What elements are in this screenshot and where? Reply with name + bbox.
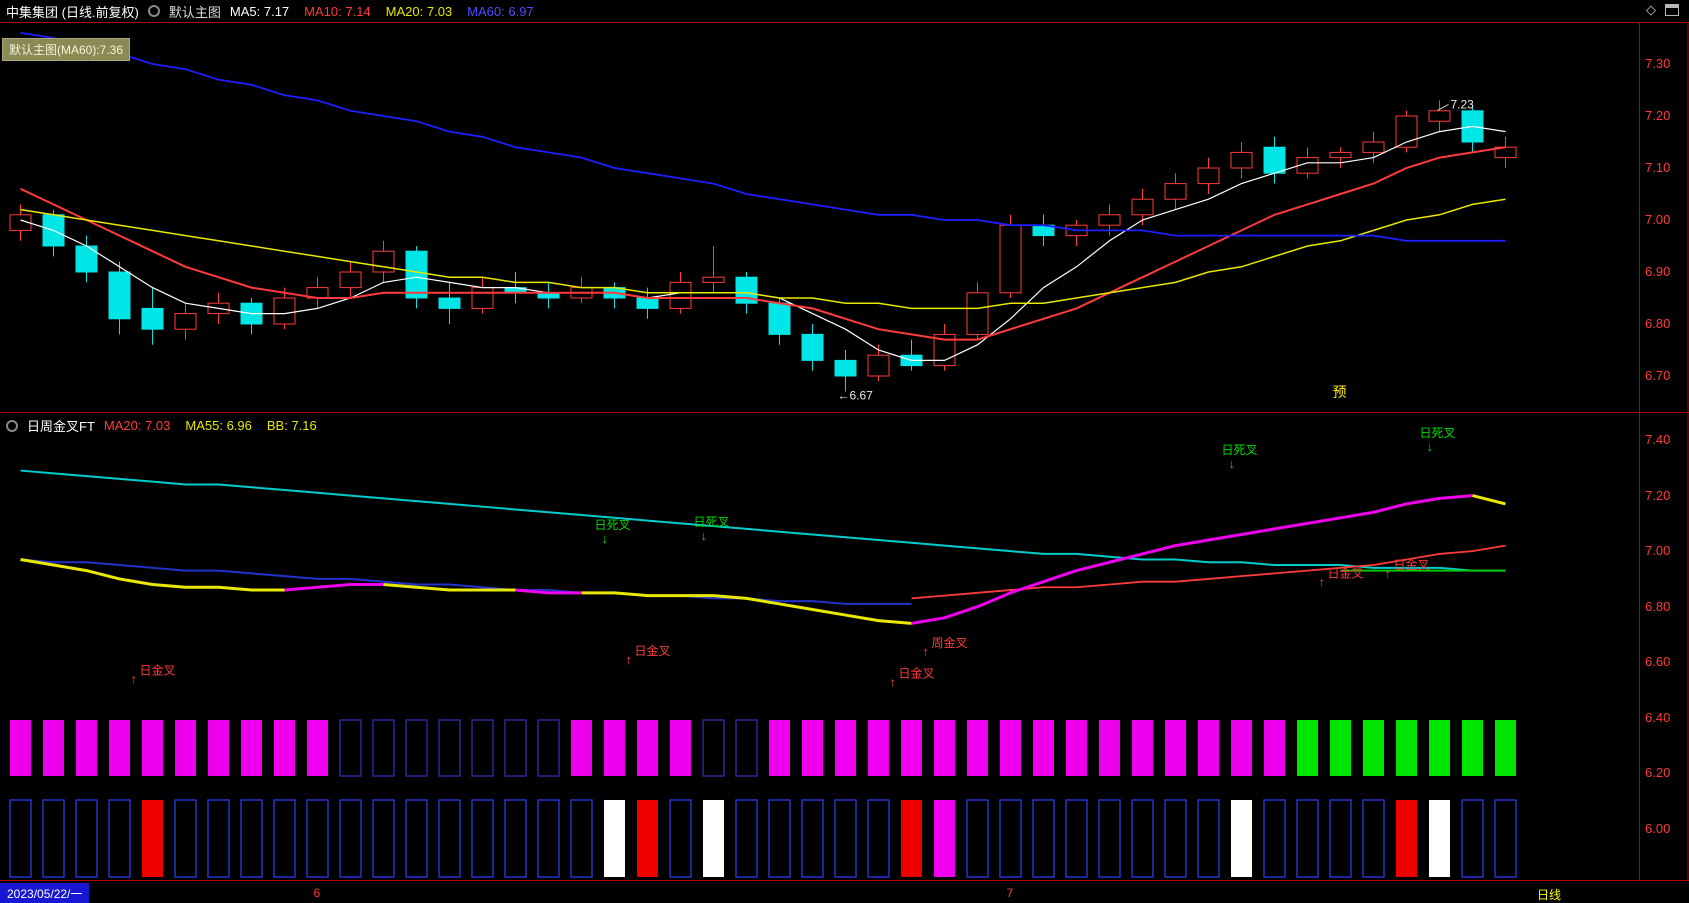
main-overlay-label: 默认主图	[168, 4, 221, 20]
ma-value: MA20: 7.03	[103, 418, 171, 433]
window-icon[interactable]	[1665, 4, 1679, 16]
down-arrow-icon: ↓	[1427, 439, 1434, 454]
price-label: 6.40	[1645, 709, 1671, 725]
high-price-annotation: 7.23	[1451, 97, 1475, 111]
header-actions: ◇	[1646, 2, 1679, 18]
gold-cross-label: 日金叉	[140, 663, 176, 678]
price-label: 7.20	[1645, 487, 1671, 503]
down-arrow-icon: ↓	[701, 528, 708, 543]
gold-cross-label: 日金叉	[1328, 565, 1364, 580]
diamond-icon[interactable]: ◇	[1646, 2, 1656, 17]
price-label: 7.00	[1645, 543, 1671, 559]
death-cross-label: 日死叉	[694, 515, 730, 529]
price-label: 7.30	[1645, 56, 1671, 71]
price-label: 7.00	[1645, 212, 1671, 227]
header-bar: 中集集团 (日线.前复权) 默认主图 MA5: 7.17 MA10: 7.14 MA…	[0, 0, 1689, 22]
death-cross-label: 日死叉	[595, 518, 631, 532]
price-label: 6.80	[1645, 598, 1671, 614]
down-arrow-icon: ↓	[1229, 456, 1236, 471]
down-arrow-icon: ↓	[602, 531, 609, 546]
forecast-label: 预	[1333, 384, 1347, 400]
gold-cross-label: 日金叉	[635, 643, 671, 658]
up-arrow-icon: ↑	[626, 652, 633, 667]
month-marker: 7	[1006, 886, 1014, 900]
indicator-header: 日周金叉FT MA20: 7.03 MA55: 6.96 BB: 7.16	[6, 416, 332, 435]
up-arrow-icon: ↑	[1385, 566, 1392, 581]
ma-legend: MA5: 7.17 MA10: 7.14 MA20: 7.03 MA60: 6.97	[230, 4, 549, 19]
ma-value: MA60: 6.97	[467, 3, 534, 19]
ma-value: MA55: 6.96	[185, 418, 252, 433]
up-arrow-icon: ↑	[1319, 574, 1326, 589]
low-price-annotation: ←6.67	[838, 388, 874, 402]
price-label: 7.20	[1645, 108, 1671, 123]
price-label: 6.70	[1645, 368, 1671, 383]
gold-cross-label: 周金叉	[932, 635, 968, 650]
ma-value: MA10: 7.14	[304, 3, 371, 19]
price-label: 6.90	[1645, 264, 1671, 279]
up-arrow-icon: ↑	[890, 674, 897, 689]
price-label: 7.40	[1645, 432, 1671, 447]
up-arrow-icon: ↑	[131, 672, 138, 687]
ma-value: BB: 7.16	[266, 418, 317, 433]
indicator-dot-icon	[147, 5, 160, 17]
indicator-values: MA20: 7.03 MA55: 6.96 BB: 7.16	[104, 418, 332, 433]
indicator-name[interactable]: 日周金叉FT	[27, 419, 95, 434]
price-label: 7.10	[1645, 160, 1671, 175]
ma-value: MA5: 7.17	[229, 3, 290, 19]
price-label: 6.20	[1645, 765, 1671, 781]
status-bar: 2023/05/22/一 6 7 日线	[0, 882, 1689, 903]
date-label[interactable]: 2023/05/22/一	[0, 883, 90, 903]
price-label: 6.60	[1645, 654, 1671, 670]
death-cross-label: 日死叉	[1420, 426, 1456, 440]
stock-title[interactable]: 中集集团 (日线.前复权)	[6, 4, 139, 20]
up-arrow-icon: ↑	[923, 644, 930, 659]
gold-cross-label: 日金叉	[899, 665, 935, 680]
gold-cross-label: 日金叉	[1394, 557, 1430, 572]
price-label: 6.80	[1645, 316, 1671, 331]
month-marker: 6	[313, 886, 321, 900]
ma60-value-tooltip: 默认主图(MA60):7.36	[2, 38, 131, 61]
death-cross-label: 日死叉	[1222, 443, 1258, 457]
ma-value: MA20: 7.03	[385, 3, 453, 19]
indicator-dot-icon	[6, 419, 18, 432]
period-label[interactable]: 日线	[1537, 888, 1562, 902]
price-label: 6.00	[1645, 821, 1671, 836]
